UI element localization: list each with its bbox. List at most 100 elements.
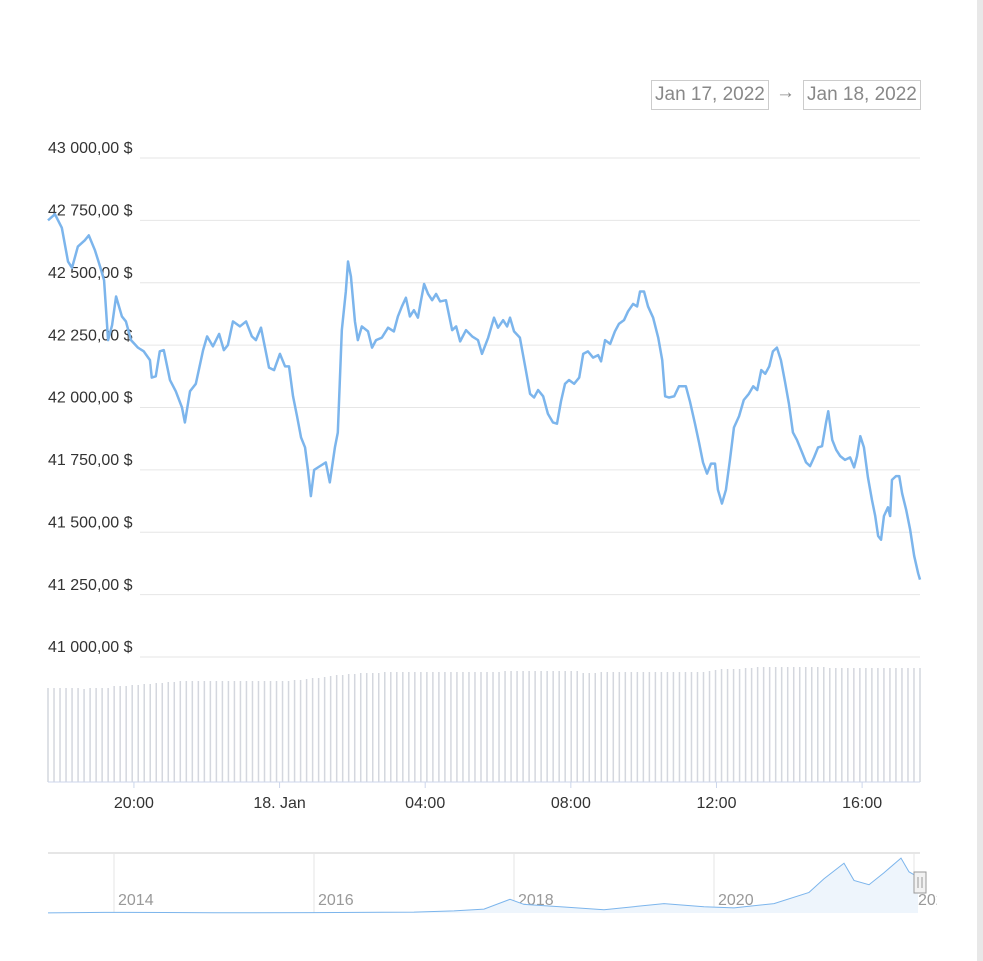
volume-bar [233, 681, 236, 782]
x-tick-label: 16:00 [842, 795, 882, 812]
volume-bar [317, 678, 320, 782]
navigator-handle[interactable] [913, 871, 927, 894]
volume-bar [546, 671, 548, 782]
volume-bar [768, 667, 771, 782]
volume-bar [798, 667, 801, 782]
volume-bar [630, 672, 633, 782]
volume-bar [408, 672, 410, 782]
volume-bar [853, 668, 855, 782]
date-from[interactable]: Jan 17, 2022 [651, 80, 769, 110]
volume-bar [690, 672, 693, 782]
volume-bar [420, 672, 422, 782]
x-tick-label: 12:00 [696, 795, 736, 812]
volume-bar [323, 677, 326, 782]
volume-bar [913, 668, 915, 782]
navigator-tick-label: 2022 [918, 892, 954, 909]
navigator-tick-label: 2020 [718, 892, 754, 909]
volume-bar [738, 669, 741, 782]
volume-bar [804, 667, 807, 782]
y-tick-label: 41 500,00 $ [48, 514, 133, 531]
volume-bar [492, 672, 494, 782]
x-tick-label: 18. Jan [253, 795, 305, 812]
volume-bar [396, 672, 398, 782]
y-tick-label: 43 000,00 $ [48, 140, 133, 157]
volume-bar [877, 668, 879, 782]
volume-bar [444, 672, 446, 782]
volume-bar [576, 671, 578, 782]
volume-bar [185, 681, 188, 782]
volume-bar [371, 673, 374, 782]
volume-bar [299, 680, 302, 782]
volume-bar [113, 686, 115, 782]
volume-bar [528, 671, 530, 782]
volume-bar [672, 672, 675, 782]
navigator-tick-label: 2014 [118, 892, 154, 909]
volume-bar [143, 684, 145, 782]
volume-bar [287, 681, 290, 782]
volume-bar [119, 686, 121, 782]
volume-bar [275, 681, 278, 782]
volume-bar [438, 672, 440, 782]
volume-bar [786, 667, 789, 782]
volume-bar [684, 672, 687, 782]
volume-bar [53, 688, 55, 782]
volume-bar [215, 681, 218, 782]
volume-bar [305, 679, 308, 782]
volume-bar [47, 688, 49, 782]
volume-bar [432, 672, 434, 782]
volume-bar [823, 667, 825, 782]
volume-bar [696, 672, 699, 782]
volume-bar [865, 668, 867, 782]
volume-bar [859, 668, 861, 782]
x-tick-label: 08:00 [551, 795, 591, 812]
volume-bar [612, 672, 615, 782]
volume-bar [269, 681, 272, 782]
volume-bar [841, 668, 843, 782]
price-line [47, 212, 922, 581]
volume-bar [570, 671, 572, 782]
volume-bar [582, 673, 584, 782]
y-tick-label: 42 750,00 $ [48, 203, 133, 220]
volume-bar [594, 673, 597, 782]
scrollbar[interactable] [977, 0, 983, 961]
volume-bar [101, 688, 103, 782]
volume-bar [347, 674, 350, 782]
volume-bar [540, 671, 542, 782]
volume-bar [871, 668, 873, 782]
volume-bar [552, 671, 554, 782]
volume-bar [59, 688, 61, 782]
volume-bar [829, 668, 831, 782]
volume-bar [203, 681, 206, 782]
volume-bar [564, 671, 566, 782]
volume-bar [456, 672, 458, 782]
volume-bar [480, 672, 482, 782]
volume-bar [498, 672, 500, 782]
volume-bar [654, 672, 657, 782]
volume-bar [732, 669, 735, 782]
volume-bar [901, 668, 903, 782]
volume-bar [504, 671, 506, 782]
volume-bar [835, 668, 837, 782]
volume-bar [365, 673, 368, 782]
y-tick-label: 42 500,00 $ [48, 265, 133, 282]
volume-bar [95, 688, 97, 782]
date-to[interactable]: Jan 18, 2022 [803, 80, 921, 110]
volume-bar [77, 688, 79, 782]
volume-bar [155, 683, 157, 782]
volume-bar [131, 685, 133, 782]
volume-bar [624, 672, 627, 782]
volume-bar [137, 685, 139, 782]
volume-bar [762, 667, 765, 782]
volume-bar [179, 681, 182, 782]
volume-bar [606, 672, 609, 782]
volume-bar [474, 672, 476, 782]
volume-bar [744, 668, 747, 782]
volume-bar [65, 688, 67, 782]
volume-bar [83, 689, 85, 782]
volume-bar [359, 673, 362, 782]
volume-bar [774, 667, 777, 782]
volume-bar [702, 672, 705, 782]
volume-bar [907, 668, 909, 782]
volume-bar [107, 688, 109, 782]
